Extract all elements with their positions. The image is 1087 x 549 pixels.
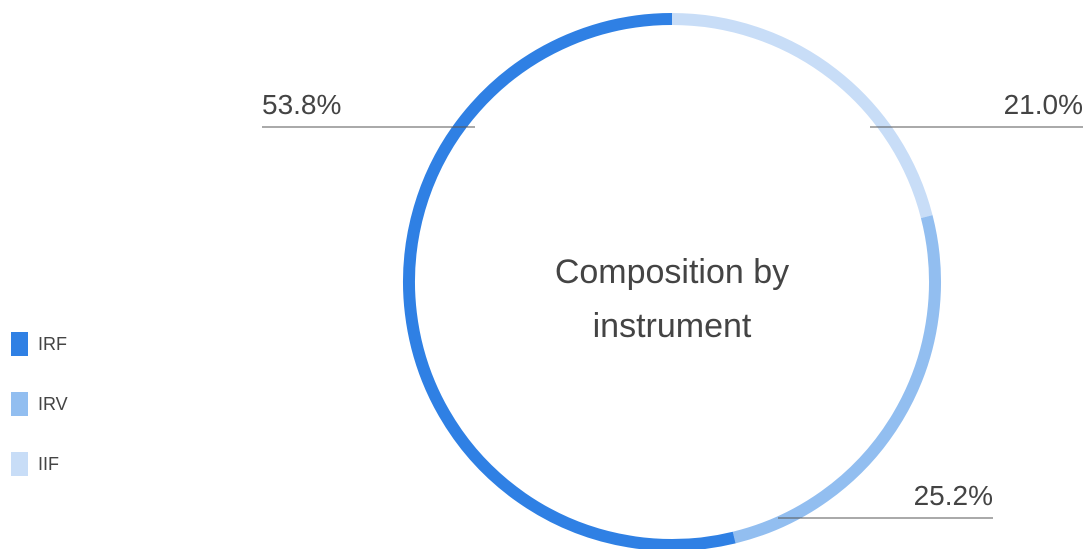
data-label-irf: 53.8% [262, 89, 341, 120]
legend-label-irv: IRV [38, 394, 68, 414]
legend: IRF IRV IIF [11, 332, 68, 476]
legend-label-irf: IRF [38, 334, 67, 354]
legend-swatch-iif [11, 452, 28, 476]
center-title: Composition by instrument [555, 253, 789, 345]
legend-label-iif: IIF [38, 454, 59, 474]
center-title-line-1: Composition by [555, 253, 789, 291]
leader-lines [262, 126, 1083, 519]
legend-swatch-irv [11, 392, 28, 416]
data-label-irv: 25.2% [914, 480, 993, 511]
donut-slice-irf [403, 13, 736, 549]
center-title-line-2: instrument [593, 307, 752, 345]
legend-swatch-irf [11, 332, 28, 356]
donut-slice-irv [732, 215, 941, 544]
donut-slice-iif [671, 13, 933, 219]
donut-arcs [403, 13, 941, 549]
data-label-iif: 21.0% [1004, 89, 1083, 120]
percentage-labels: 53.8% 21.0% 25.2% [262, 89, 1083, 511]
